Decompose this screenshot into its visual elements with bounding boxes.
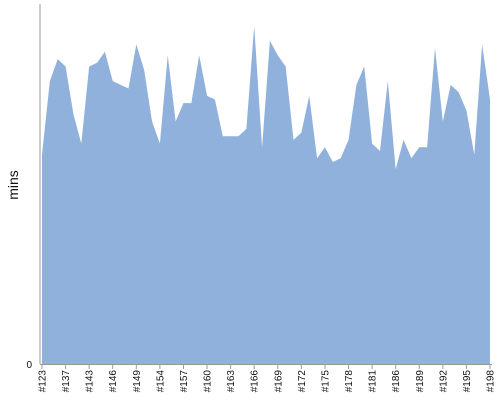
x-tick-label: #146 bbox=[108, 370, 119, 393]
x-tick-label: #178 bbox=[344, 370, 355, 393]
x-tick-label: #163 bbox=[226, 370, 237, 393]
y-tick-label: 0 bbox=[26, 360, 32, 371]
x-tick-label: #198 bbox=[486, 370, 497, 393]
x-tick-label: #160 bbox=[203, 370, 214, 393]
x-tick-label: #149 bbox=[132, 370, 143, 393]
x-tick-label: #189 bbox=[415, 370, 426, 393]
x-tick-label: #175 bbox=[320, 370, 331, 393]
x-tick-label: #157 bbox=[179, 370, 190, 393]
x-tick-label: #123 bbox=[38, 370, 49, 393]
x-tick-label: #192 bbox=[438, 370, 449, 393]
x-tick-label: #143 bbox=[85, 370, 96, 393]
x-tick-label: #154 bbox=[155, 370, 166, 393]
x-tick-label: #186 bbox=[391, 370, 402, 393]
x-tick-label: #169 bbox=[273, 370, 284, 393]
x-tick-label: #172 bbox=[297, 370, 308, 393]
y-axis-title: mins bbox=[5, 170, 21, 200]
area-series bbox=[42, 26, 490, 364]
y-axis: 0 bbox=[26, 4, 41, 371]
x-axis: #123 #137 #143 #146 #149 #154 #157 #160 #163 #166… bbox=[38, 364, 497, 392]
x-tick-label: #195 bbox=[462, 370, 473, 393]
x-tick-label: #166 bbox=[250, 370, 261, 393]
x-tick-label: #137 bbox=[61, 370, 72, 393]
x-tick-label: #181 bbox=[368, 370, 379, 393]
plot-area bbox=[42, 26, 490, 364]
